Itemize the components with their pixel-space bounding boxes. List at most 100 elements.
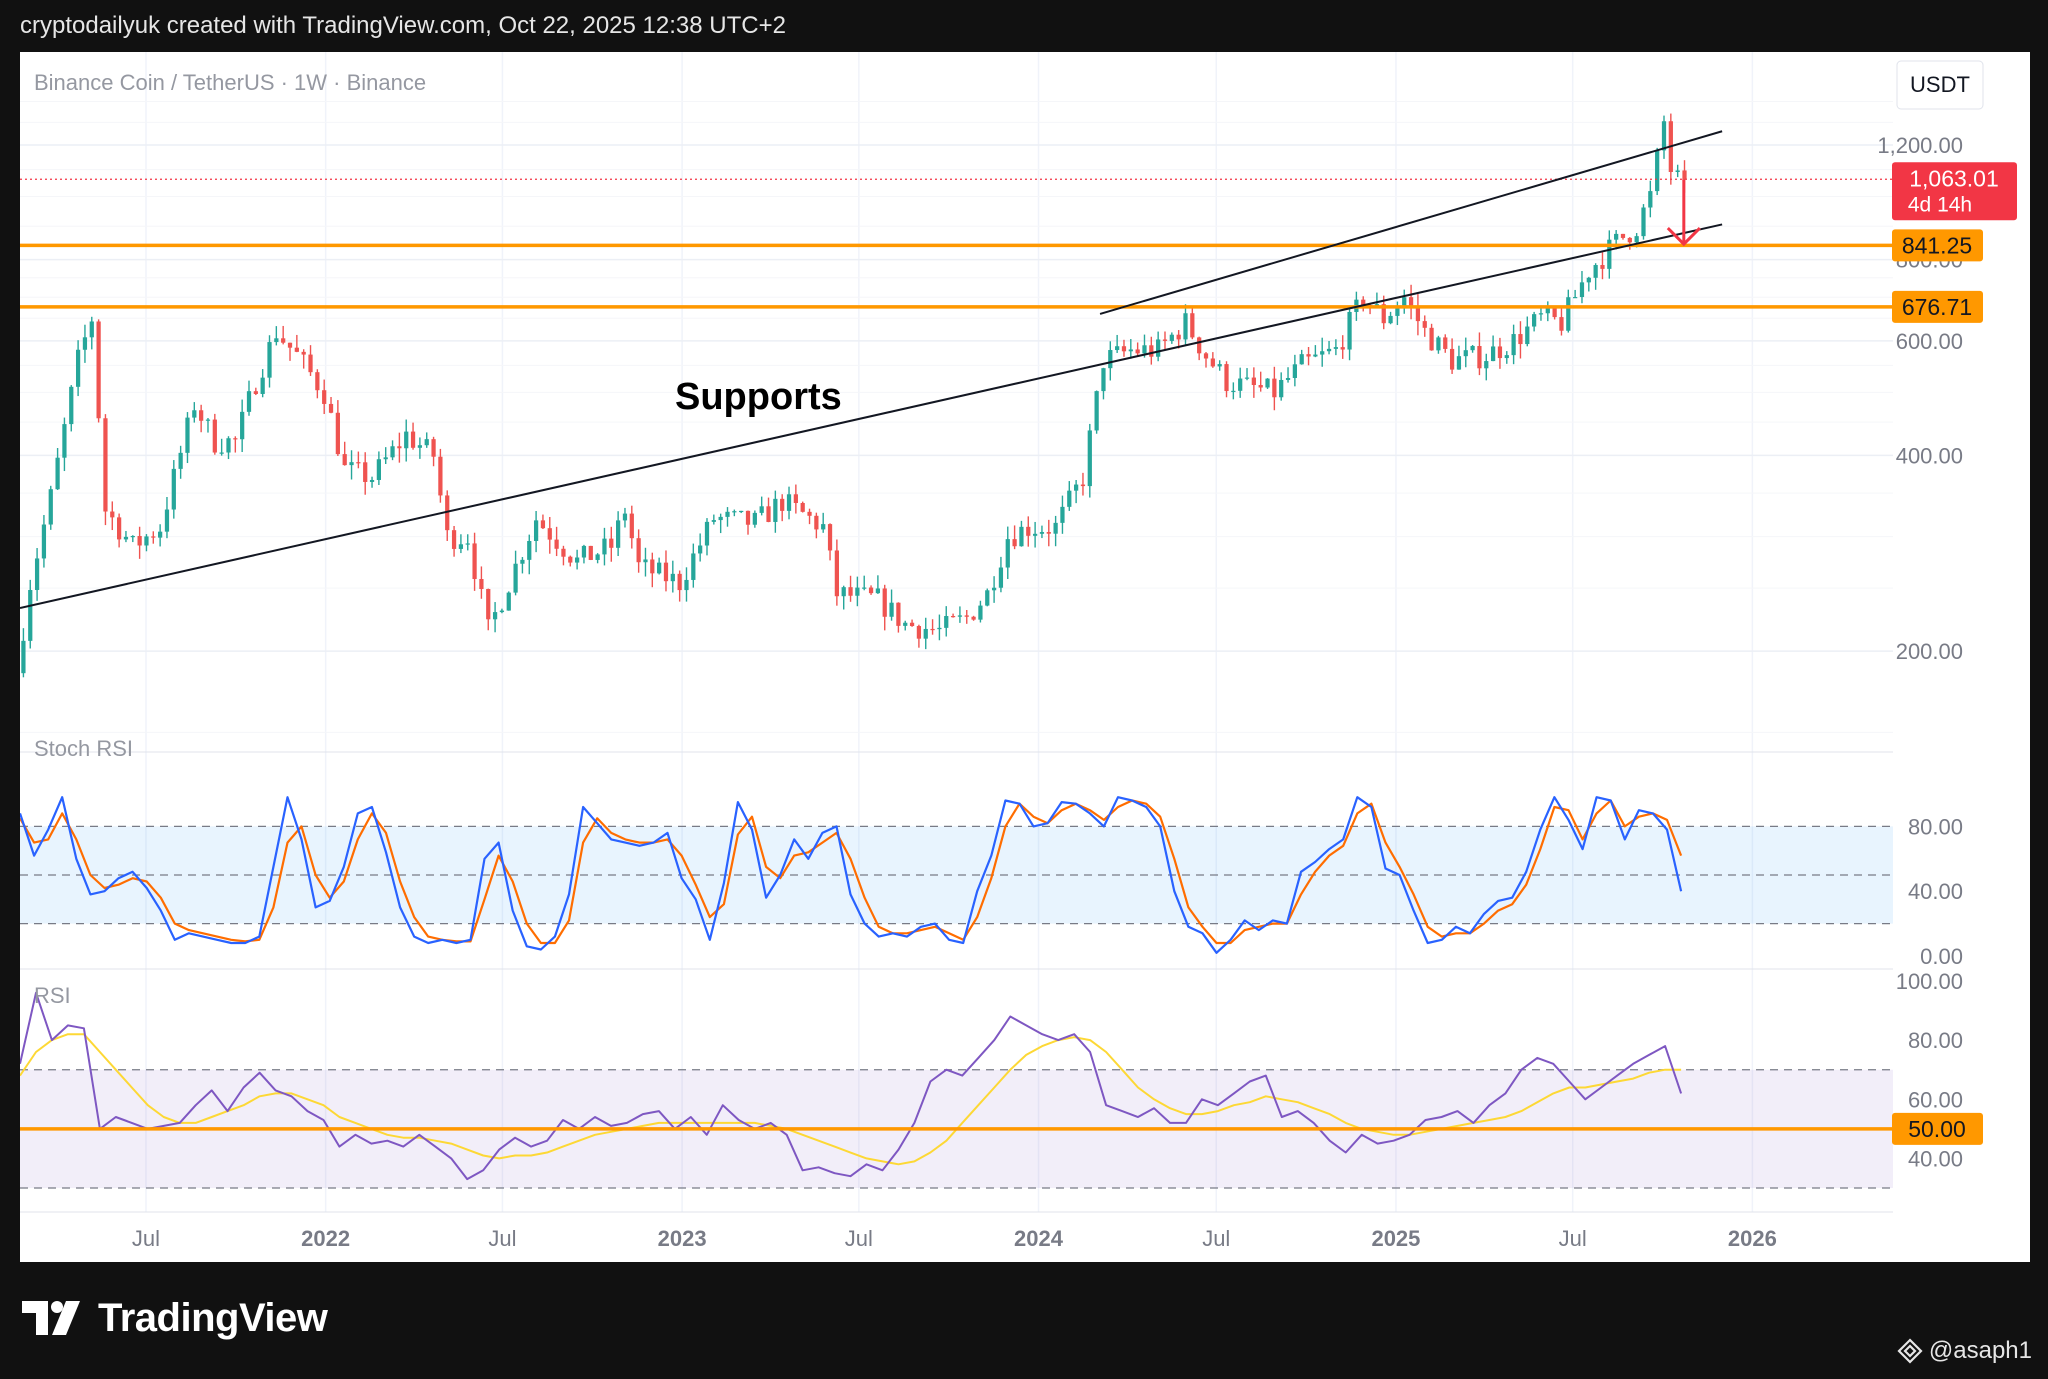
candle [294,334,299,353]
candle-body [1497,346,1503,359]
current-price-label: 1,063.01 [1909,165,1999,191]
candle-body [1552,307,1557,318]
candle [889,589,894,621]
indicator-bands [20,825,1893,1189]
candle [123,530,129,543]
candle [1675,164,1680,178]
candle-body [1614,233,1619,240]
candle [1538,307,1544,321]
candle [998,556,1004,593]
candle [192,402,197,423]
candle [1579,271,1585,304]
candle-body [1231,390,1236,393]
candle [89,316,94,350]
candle [144,534,149,552]
candle-body [438,456,443,496]
candle-body [479,579,484,589]
chart-area[interactable]: 200.00400.00600.00800.001,200.000.0040.0… [20,52,2030,1262]
candle [363,452,368,495]
candle-body [991,587,997,591]
candle-body [1538,313,1544,315]
candle [862,575,867,591]
candle [1415,294,1421,336]
candle-body [178,452,183,469]
tradingview-logo[interactable]: TradingView [22,1296,328,1341]
candle-body [151,536,156,538]
candle-body [821,524,826,530]
chart-svg[interactable]: 200.00400.00600.00800.001,200.000.0040.0… [20,52,2030,1262]
candle-body [404,431,409,449]
rsi-tick-label: 40.00 [1908,1146,1963,1171]
candle [1463,337,1468,368]
candle-body [759,506,764,513]
candle-body [96,321,101,419]
candle-body [909,622,915,627]
stoch-tick-label: 0.00 [1920,944,1963,969]
candle [533,511,539,553]
candle [499,608,505,614]
candle [404,419,409,462]
candle [595,553,600,564]
candle [759,496,764,516]
candle [96,319,101,423]
candle [1046,519,1051,547]
candle-body [1415,305,1421,322]
candle [629,505,634,549]
candle [1244,368,1250,381]
candle [643,547,648,577]
candle [868,585,874,595]
currency-box[interactable] [1896,60,1984,110]
candle-body [1292,364,1297,378]
candle [1108,341,1113,381]
stoch-rsi-title: Stoch RSI [34,736,133,761]
candle-body [472,543,477,580]
candle-body [328,403,334,413]
rsi-50-badge-bg [1892,1112,1983,1145]
candle-body [1573,297,1578,299]
candle [780,494,785,522]
candle [1149,336,1154,365]
candle [896,602,901,633]
candle [991,576,997,603]
candle [711,514,716,525]
candle [315,369,320,399]
candle-body [1149,345,1154,357]
candle [1566,289,1571,333]
candle [581,544,587,564]
candle [985,588,990,607]
candle [1115,334,1120,353]
candle-body [1593,265,1598,278]
candle [684,567,689,602]
candle [1470,344,1475,353]
currency-label[interactable]: USDT [1910,72,1970,97]
candle [451,525,457,557]
supports-annotation: Supports [675,376,842,418]
author-tag[interactable]: @asaph1 [1897,1337,2032,1365]
candle [1258,371,1263,392]
candle [1443,334,1448,353]
candle [821,512,826,533]
candle [356,451,361,469]
candle-body [287,342,293,348]
price-tick-label: 1,200.00 [1877,133,1963,158]
candle [1032,521,1038,548]
candle [151,531,156,544]
candle [1251,367,1256,398]
candle-body [533,520,539,541]
candle-body [41,524,47,559]
candle [1607,230,1612,279]
candle [650,552,655,588]
candle-body [1087,430,1092,487]
candle [75,340,81,397]
candle-body [1607,239,1612,269]
candle-body [390,446,395,458]
candle-body [1600,265,1605,269]
candle [342,441,347,466]
candle [226,436,231,460]
candle [1285,367,1291,383]
candle-body [349,462,354,466]
candle [1456,345,1462,370]
candle [1019,520,1024,547]
candle-body [1115,346,1120,351]
